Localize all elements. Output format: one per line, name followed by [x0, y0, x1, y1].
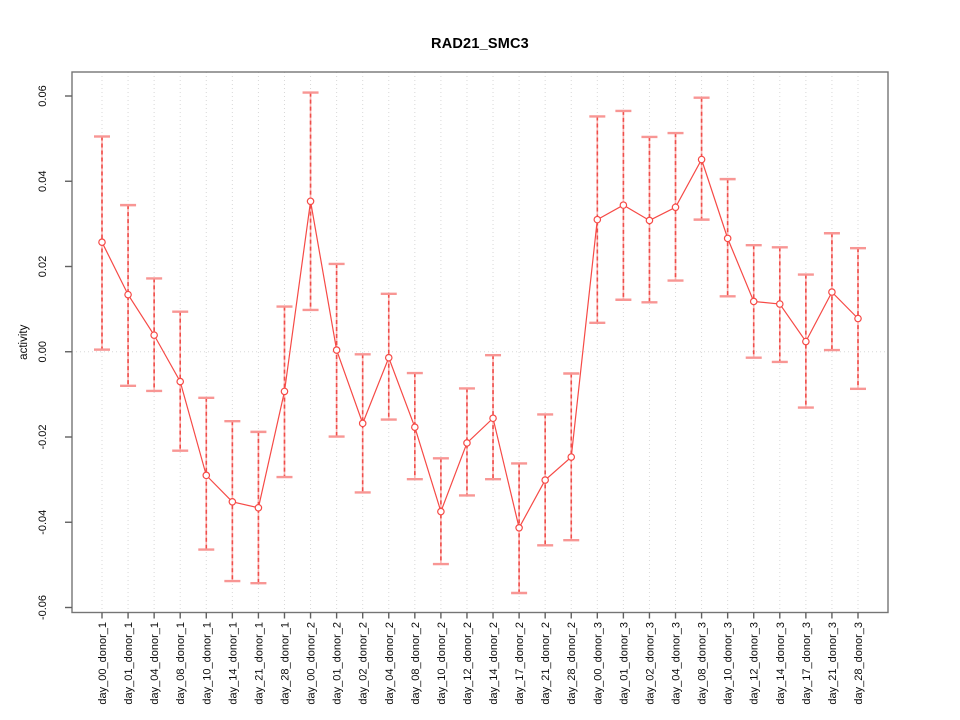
data-point-marker [176, 377, 185, 386]
plot-frame [71, 71, 889, 614]
data-point-marker [775, 300, 784, 308]
data-point-marker [306, 197, 315, 206]
data-point-marker [854, 314, 862, 323]
x-tick-label: day_01_donor_1 [123, 622, 135, 705]
x-tick-label: day_01_donor_3 [618, 622, 630, 705]
data-point-marker [463, 439, 471, 447]
data-point-marker [567, 453, 576, 461]
x-tick-label: day_28_donor_3 [853, 622, 865, 705]
x-tick-label: day_04_donor_3 [671, 622, 683, 705]
data-point-marker [228, 497, 237, 506]
data-point-marker [671, 203, 680, 212]
data-point-marker [124, 290, 132, 299]
data-point-marker [723, 234, 732, 243]
data-point-marker [697, 155, 706, 164]
x-tick-label: day_17_donor_2 [514, 622, 526, 705]
series-line [101, 158, 859, 530]
data-point-marker [645, 216, 654, 225]
data-point-marker [593, 215, 602, 224]
data-point-marker [437, 507, 445, 516]
x-tick-label: day_14_donor_1 [227, 622, 239, 705]
chart-title: RAD21_SMC3 [431, 36, 529, 52]
x-tick-label: day_28_donor_1 [279, 622, 291, 705]
x-tick-label: day_08_donor_1 [175, 622, 187, 705]
x-tick-label: day_10_donor_2 [436, 622, 448, 705]
data-point-marker [202, 471, 211, 480]
x-tick-label: day_21_donor_2 [540, 622, 552, 705]
y-tick-label: -0.02 [37, 424, 49, 449]
x-tick-label: day_14_donor_2 [488, 622, 500, 705]
x-tick-label: day_00_donor_1 [97, 622, 109, 705]
x-tick-label: day_02_donor_3 [644, 622, 656, 705]
data-point-marker [384, 353, 393, 362]
y-tick-label: -0.04 [37, 510, 49, 535]
data-point-marker [280, 387, 289, 396]
x-tick-label: day_17_donor_3 [801, 622, 813, 705]
x-tick-label: day_04_donor_2 [384, 622, 396, 705]
data-point-marker [358, 419, 367, 428]
x-tick-label: day_14_donor_3 [775, 622, 787, 705]
x-tick-label: day_08_donor_3 [697, 622, 709, 705]
y-tick-label: 0.06 [37, 85, 49, 106]
x-tick-label: day_04_donor_1 [149, 622, 161, 705]
data-point-marker [541, 476, 549, 484]
data-point-marker [98, 238, 106, 247]
y-axis-title: activity [18, 324, 30, 359]
y-tick-label: 0.00 [37, 341, 49, 362]
data-point-marker [749, 297, 758, 306]
data-point-marker [489, 414, 497, 423]
x-tick-label: day_21_donor_1 [253, 622, 265, 705]
data-point-marker [828, 288, 836, 296]
data-point-marker [619, 201, 628, 209]
x-tick-label: day_10_donor_3 [723, 622, 735, 705]
x-tick-label: day_21_donor_3 [827, 622, 839, 705]
y-tick-label: -0.06 [37, 595, 49, 620]
y-tick-label: 0.02 [37, 256, 49, 277]
x-tick-label: day_08_donor_2 [410, 622, 422, 705]
data-point-marker [515, 523, 523, 532]
x-tick-label: day_12_donor_3 [749, 622, 761, 705]
y-tick-label: 0.04 [37, 171, 49, 192]
x-tick-label: day_10_donor_1 [201, 622, 213, 705]
x-tick-label: day_28_donor_2 [566, 622, 578, 705]
data-point-marker [411, 423, 419, 431]
x-tick-label: day_12_donor_2 [462, 622, 474, 705]
data-point-marker [802, 337, 810, 346]
data-point-marker [332, 346, 341, 354]
x-tick-label: day_00_donor_2 [306, 622, 318, 705]
x-tick-label: day_01_donor_2 [332, 622, 344, 705]
data-point-marker [254, 503, 263, 512]
data-point-marker [150, 331, 158, 339]
x-tick-label: day_02_donor_2 [358, 622, 370, 705]
x-tick-label: day_00_donor_3 [592, 622, 604, 705]
